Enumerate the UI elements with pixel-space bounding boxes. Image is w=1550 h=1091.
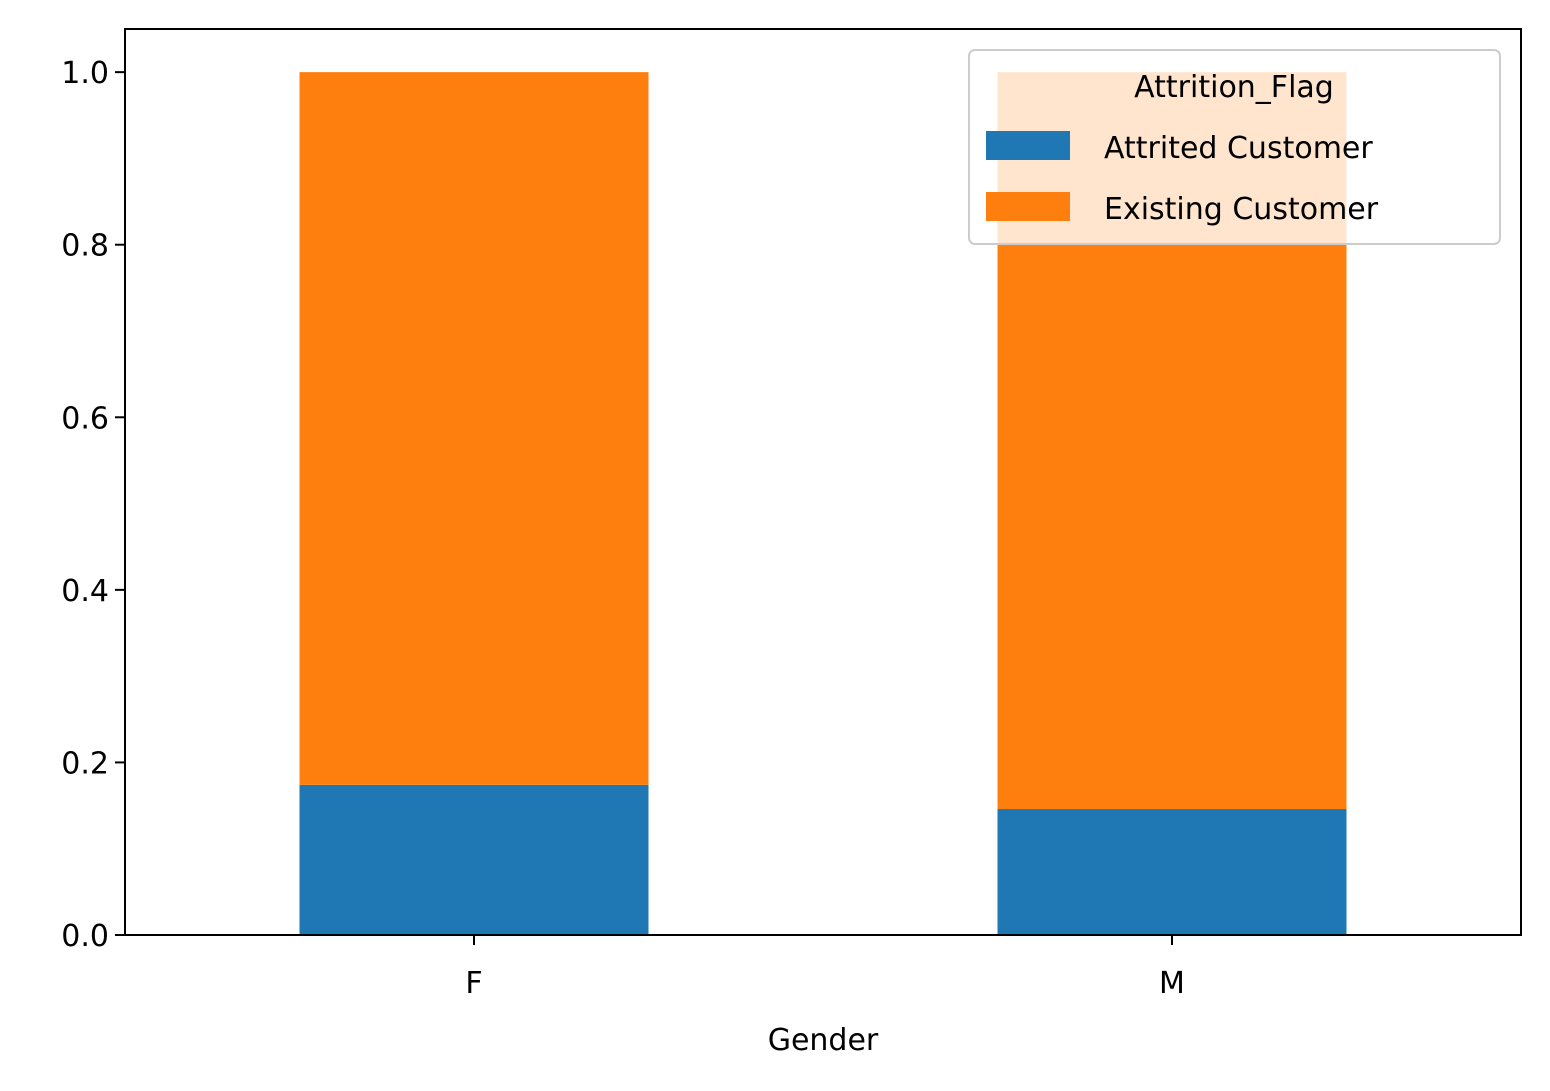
legend-items: Attrited Customer Existing Customer [986, 131, 1379, 227]
y-tick-label: 0.2 [61, 746, 109, 781]
legend-box [968, 49, 1501, 245]
x-tick-label: M [1159, 966, 1185, 1001]
y-tick-label: 0.8 [61, 229, 109, 264]
x-axis-label: Gender [768, 1023, 879, 1058]
bar-f-existing-customer [299, 72, 649, 785]
legend: Attrition_Flag Attrited Customer Existing… [968, 49, 1501, 245]
y-tick-label: 1.0 [61, 56, 109, 91]
y-tick-label: 0.0 [61, 919, 109, 954]
y-tick-label: 0.6 [61, 401, 109, 436]
legend-swatch [986, 192, 1070, 221]
legend-swatch [986, 131, 1070, 160]
x-tick-label: F [465, 966, 482, 1001]
bar-f-attrited-customer [299, 784, 649, 935]
y-tick-label: 0.4 [61, 574, 109, 609]
legend-entry-label: Existing Customer [1104, 192, 1379, 227]
legend-entry-label: Attrited Customer [1104, 131, 1373, 166]
bar-m-attrited-customer [997, 809, 1347, 935]
legend-title: Attrition_Flag [1134, 70, 1334, 105]
y-axis: 0.0 0.2 0.4 0.6 0.8 1.0 [61, 56, 125, 954]
plot-area-frame [124, 28, 1522, 936]
